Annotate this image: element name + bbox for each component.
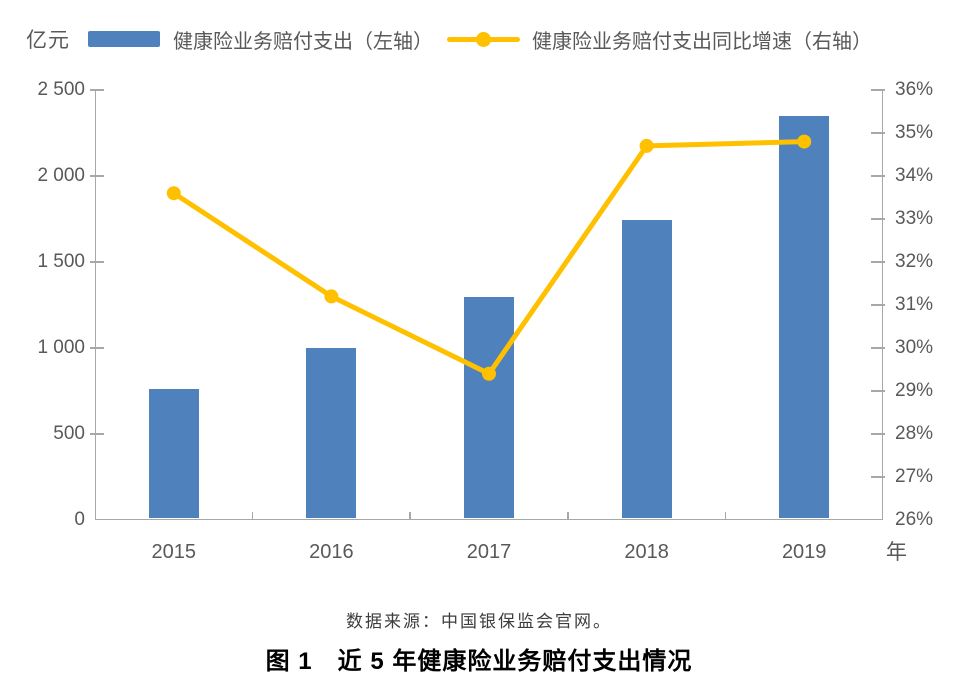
- legend-line-dot-icon: [476, 32, 491, 47]
- right-axis-tick: [871, 132, 885, 134]
- right-axis-tick-label: 27%: [895, 466, 934, 487]
- right-axis-tick: [871, 390, 885, 392]
- bar-2017: [464, 297, 514, 519]
- bar-2018: [621, 220, 672, 519]
- legend-item-growth: 健康险业务赔付支出同比增速（右轴）: [433, 25, 872, 54]
- right-axis-tick: [871, 261, 885, 263]
- x-axis-tick: [724, 512, 727, 520]
- right-axis-tick: [871, 218, 885, 220]
- legend-bar-swatch: [88, 31, 160, 47]
- left-axis-tick: [90, 347, 104, 349]
- right-axis-tick: [871, 175, 885, 177]
- left-axis-unit-label: 亿元: [26, 29, 70, 52]
- left-axis-tick-label: 500: [53, 423, 85, 444]
- x-axis-tick: [409, 512, 411, 520]
- bar-2016: [306, 347, 357, 519]
- right-axis-tick-label: 33%: [895, 208, 934, 229]
- right-axis-tick: [871, 304, 885, 306]
- x-axis-tick: [251, 512, 254, 520]
- x-axis-tick: [567, 512, 569, 520]
- right-axis-tick-label: 36%: [895, 79, 934, 100]
- right-axis-tick: [871, 433, 885, 435]
- right-axis-tick-label: 34%: [895, 165, 934, 186]
- figure-caption: 图 1 近 5 年健康险业务赔付支出情况: [265, 648, 693, 675]
- right-axis-tick-label: 29%: [895, 380, 934, 401]
- legend-item-claims: 健康险业务赔付支出（左轴）: [88, 25, 433, 54]
- legend: 亿元 健康险业务赔付支出（左轴） 健康险业务赔付支出同比增速（右轴）: [26, 24, 872, 54]
- legend-label-claims: 健康险业务赔付支出（左轴）: [173, 30, 433, 53]
- left-axis-tick: [90, 175, 104, 177]
- x-axis-category-label: 2019: [781, 541, 827, 563]
- right-axis-tick-label: 30%: [895, 337, 934, 358]
- right-axis-tick-label: 35%: [895, 122, 934, 143]
- x-axis-category-label: 2016: [309, 541, 354, 563]
- legend-label-growth: 健康险业务赔付支出同比增速（右轴）: [532, 30, 872, 53]
- right-axis-tick-label: 26%: [895, 509, 934, 530]
- left-axis-tick-label: 2 000: [37, 165, 85, 186]
- bar-2019: [779, 115, 830, 519]
- right-axis-tick: [871, 347, 885, 349]
- x-axis-category-label: 2017: [466, 541, 512, 563]
- right-axis-tick-label: 31%: [895, 294, 934, 315]
- x-axis-category-label: 2018: [624, 541, 669, 563]
- bar-2015: [148, 388, 199, 519]
- left-axis-tick-label: 2 500: [37, 79, 85, 100]
- right-axis-tick-label: 28%: [895, 423, 934, 444]
- x-axis-unit-label: 年: [886, 541, 907, 564]
- right-axis-tick: [871, 476, 885, 478]
- left-axis-tick: [90, 89, 104, 91]
- legend-line-marker: [447, 31, 520, 47]
- x-axis-category-label: 2015: [151, 541, 197, 563]
- right-axis-tick: [871, 89, 885, 91]
- left-axis-tick: [90, 261, 104, 263]
- left-axis-tick-label: 0: [74, 509, 85, 530]
- left-axis-tick: [90, 433, 104, 435]
- left-axis-tick-label: 1 500: [37, 251, 85, 272]
- right-axis-tick-label: 32%: [895, 251, 934, 272]
- source-note: 数据来源：中国银保监会官网。: [346, 612, 612, 632]
- left-axis-tick-label: 1 000: [37, 337, 85, 358]
